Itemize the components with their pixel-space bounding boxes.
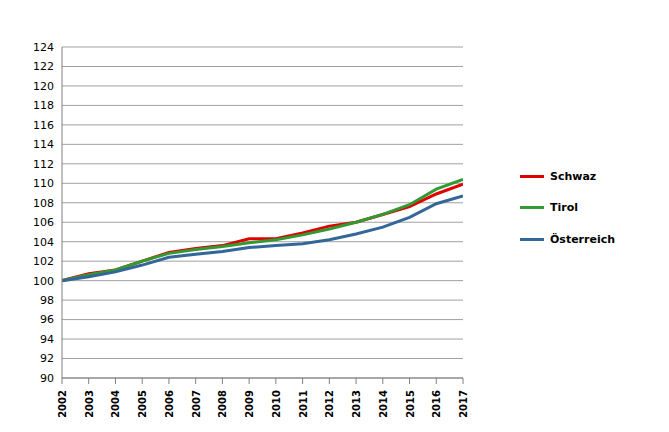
svg-text:2016: 2016 <box>431 390 442 418</box>
svg-text:98: 98 <box>40 294 54 307</box>
svg-text:90: 90 <box>40 372 54 385</box>
svg-text:2006: 2006 <box>164 390 175 418</box>
svg-text:2015: 2015 <box>405 390 416 418</box>
svg-text:124: 124 <box>33 41 54 54</box>
svg-text:92: 92 <box>40 352 54 365</box>
svg-text:102: 102 <box>33 255 54 268</box>
svg-text:104: 104 <box>33 236 54 249</box>
svg-text:2012: 2012 <box>324 390 335 418</box>
svg-text:2002: 2002 <box>57 390 68 418</box>
svg-text:2004: 2004 <box>110 390 121 418</box>
svg-text:2008: 2008 <box>217 390 228 418</box>
svg-text:96: 96 <box>40 313 54 326</box>
svg-text:2017: 2017 <box>458 390 469 418</box>
svg-text:118: 118 <box>33 99 54 112</box>
svg-text:94: 94 <box>40 333 54 346</box>
svg-text:114: 114 <box>33 138 54 151</box>
html-text:Tirol: Tirol <box>550 201 578 214</box>
svg-text:112: 112 <box>33 158 54 171</box>
svg-text:2005: 2005 <box>137 390 148 418</box>
svg-text:2013: 2013 <box>351 390 362 418</box>
svg-text:116: 116 <box>33 119 54 132</box>
svg-text:2009: 2009 <box>244 390 255 418</box>
html-text:Schwaz: Schwaz <box>550 170 597 183</box>
svg-text:2010: 2010 <box>271 390 282 418</box>
svg-text:108: 108 <box>33 197 54 210</box>
svg-text:2014: 2014 <box>378 390 389 418</box>
html-text:Österreich: Österreich <box>550 233 616 246</box>
svg-text:122: 122 <box>33 60 54 73</box>
svg-text:2007: 2007 <box>191 390 202 418</box>
svg-text:100: 100 <box>33 275 54 288</box>
svg-text:2011: 2011 <box>298 390 309 418</box>
svg-text:110: 110 <box>33 177 54 190</box>
svg-text:120: 120 <box>33 80 54 93</box>
svg-text:106: 106 <box>33 216 54 229</box>
svg-text:2003: 2003 <box>84 390 95 418</box>
